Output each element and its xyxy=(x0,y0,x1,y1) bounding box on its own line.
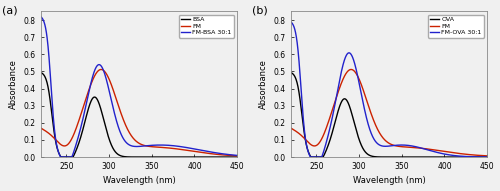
FM xyxy=(478,154,484,157)
FM-BSA 30:1 xyxy=(128,145,134,147)
FM xyxy=(484,155,490,157)
OVA xyxy=(484,156,490,158)
FM-OVA 30:1 xyxy=(484,156,490,158)
FM xyxy=(134,140,140,142)
FM xyxy=(348,68,354,71)
Line: FM: FM xyxy=(41,70,237,156)
FM xyxy=(228,154,234,157)
FM-OVA 30:1 xyxy=(442,153,448,155)
FM-BSA 30:1 xyxy=(48,81,54,83)
FM xyxy=(128,134,134,137)
FM xyxy=(378,134,384,137)
FM xyxy=(384,140,390,142)
OVA xyxy=(478,156,484,158)
BSA xyxy=(228,156,234,158)
Legend: BSA, FM, FM-BSA 30:1: BSA, FM, FM-BSA 30:1 xyxy=(178,15,234,38)
Legend: OVA, FM, FM-OVA 30:1: OVA, FM, FM-OVA 30:1 xyxy=(428,15,484,38)
FM-OVA 30:1 xyxy=(378,145,384,147)
FM-BSA 30:1 xyxy=(58,156,64,158)
BSA xyxy=(48,104,54,107)
BSA xyxy=(192,156,198,158)
FM xyxy=(98,68,104,71)
OVA xyxy=(384,156,390,158)
X-axis label: Wavelength (nm): Wavelength (nm) xyxy=(102,176,176,185)
BSA xyxy=(58,156,64,158)
FM-BSA 30:1 xyxy=(228,154,234,156)
FM xyxy=(288,127,294,129)
FM-BSA 30:1 xyxy=(192,148,198,150)
FM-OVA 30:1 xyxy=(478,156,484,158)
FM xyxy=(48,134,54,136)
FM-OVA 30:1 xyxy=(288,21,294,23)
FM xyxy=(228,154,234,157)
FM-OVA 30:1 xyxy=(298,84,304,87)
FM-OVA 30:1 xyxy=(308,156,314,158)
OVA xyxy=(298,104,304,107)
BSA xyxy=(234,156,240,158)
OVA xyxy=(378,156,384,158)
FM xyxy=(234,155,240,157)
Line: FM-BSA 30:1: FM-BSA 30:1 xyxy=(41,17,237,157)
FM-OVA 30:1 xyxy=(384,145,390,147)
OVA xyxy=(308,156,314,158)
FM xyxy=(38,127,44,129)
FM xyxy=(298,134,304,136)
FM-BSA 30:1 xyxy=(234,154,240,157)
FM xyxy=(478,154,484,157)
FM-BSA 30:1 xyxy=(228,154,234,156)
Line: FM: FM xyxy=(291,70,487,156)
Text: (b): (b) xyxy=(252,6,268,16)
FM-BSA 30:1 xyxy=(134,145,140,148)
BSA xyxy=(228,156,234,158)
Line: FM-OVA 30:1: FM-OVA 30:1 xyxy=(291,22,487,157)
Y-axis label: Absorbance: Absorbance xyxy=(259,59,268,109)
OVA xyxy=(288,71,294,74)
BSA xyxy=(128,156,134,158)
Text: (a): (a) xyxy=(2,6,17,16)
Line: BSA: BSA xyxy=(41,73,237,157)
FM xyxy=(192,151,198,153)
FM-BSA 30:1 xyxy=(38,15,44,18)
FM-OVA 30:1 xyxy=(478,156,484,158)
BSA xyxy=(134,156,140,158)
OVA xyxy=(478,156,484,158)
X-axis label: Wavelength (nm): Wavelength (nm) xyxy=(352,176,426,185)
Line: OVA: OVA xyxy=(291,73,487,157)
FM xyxy=(442,151,448,153)
BSA xyxy=(38,71,44,74)
OVA xyxy=(442,156,448,158)
Y-axis label: Absorbance: Absorbance xyxy=(9,59,18,109)
